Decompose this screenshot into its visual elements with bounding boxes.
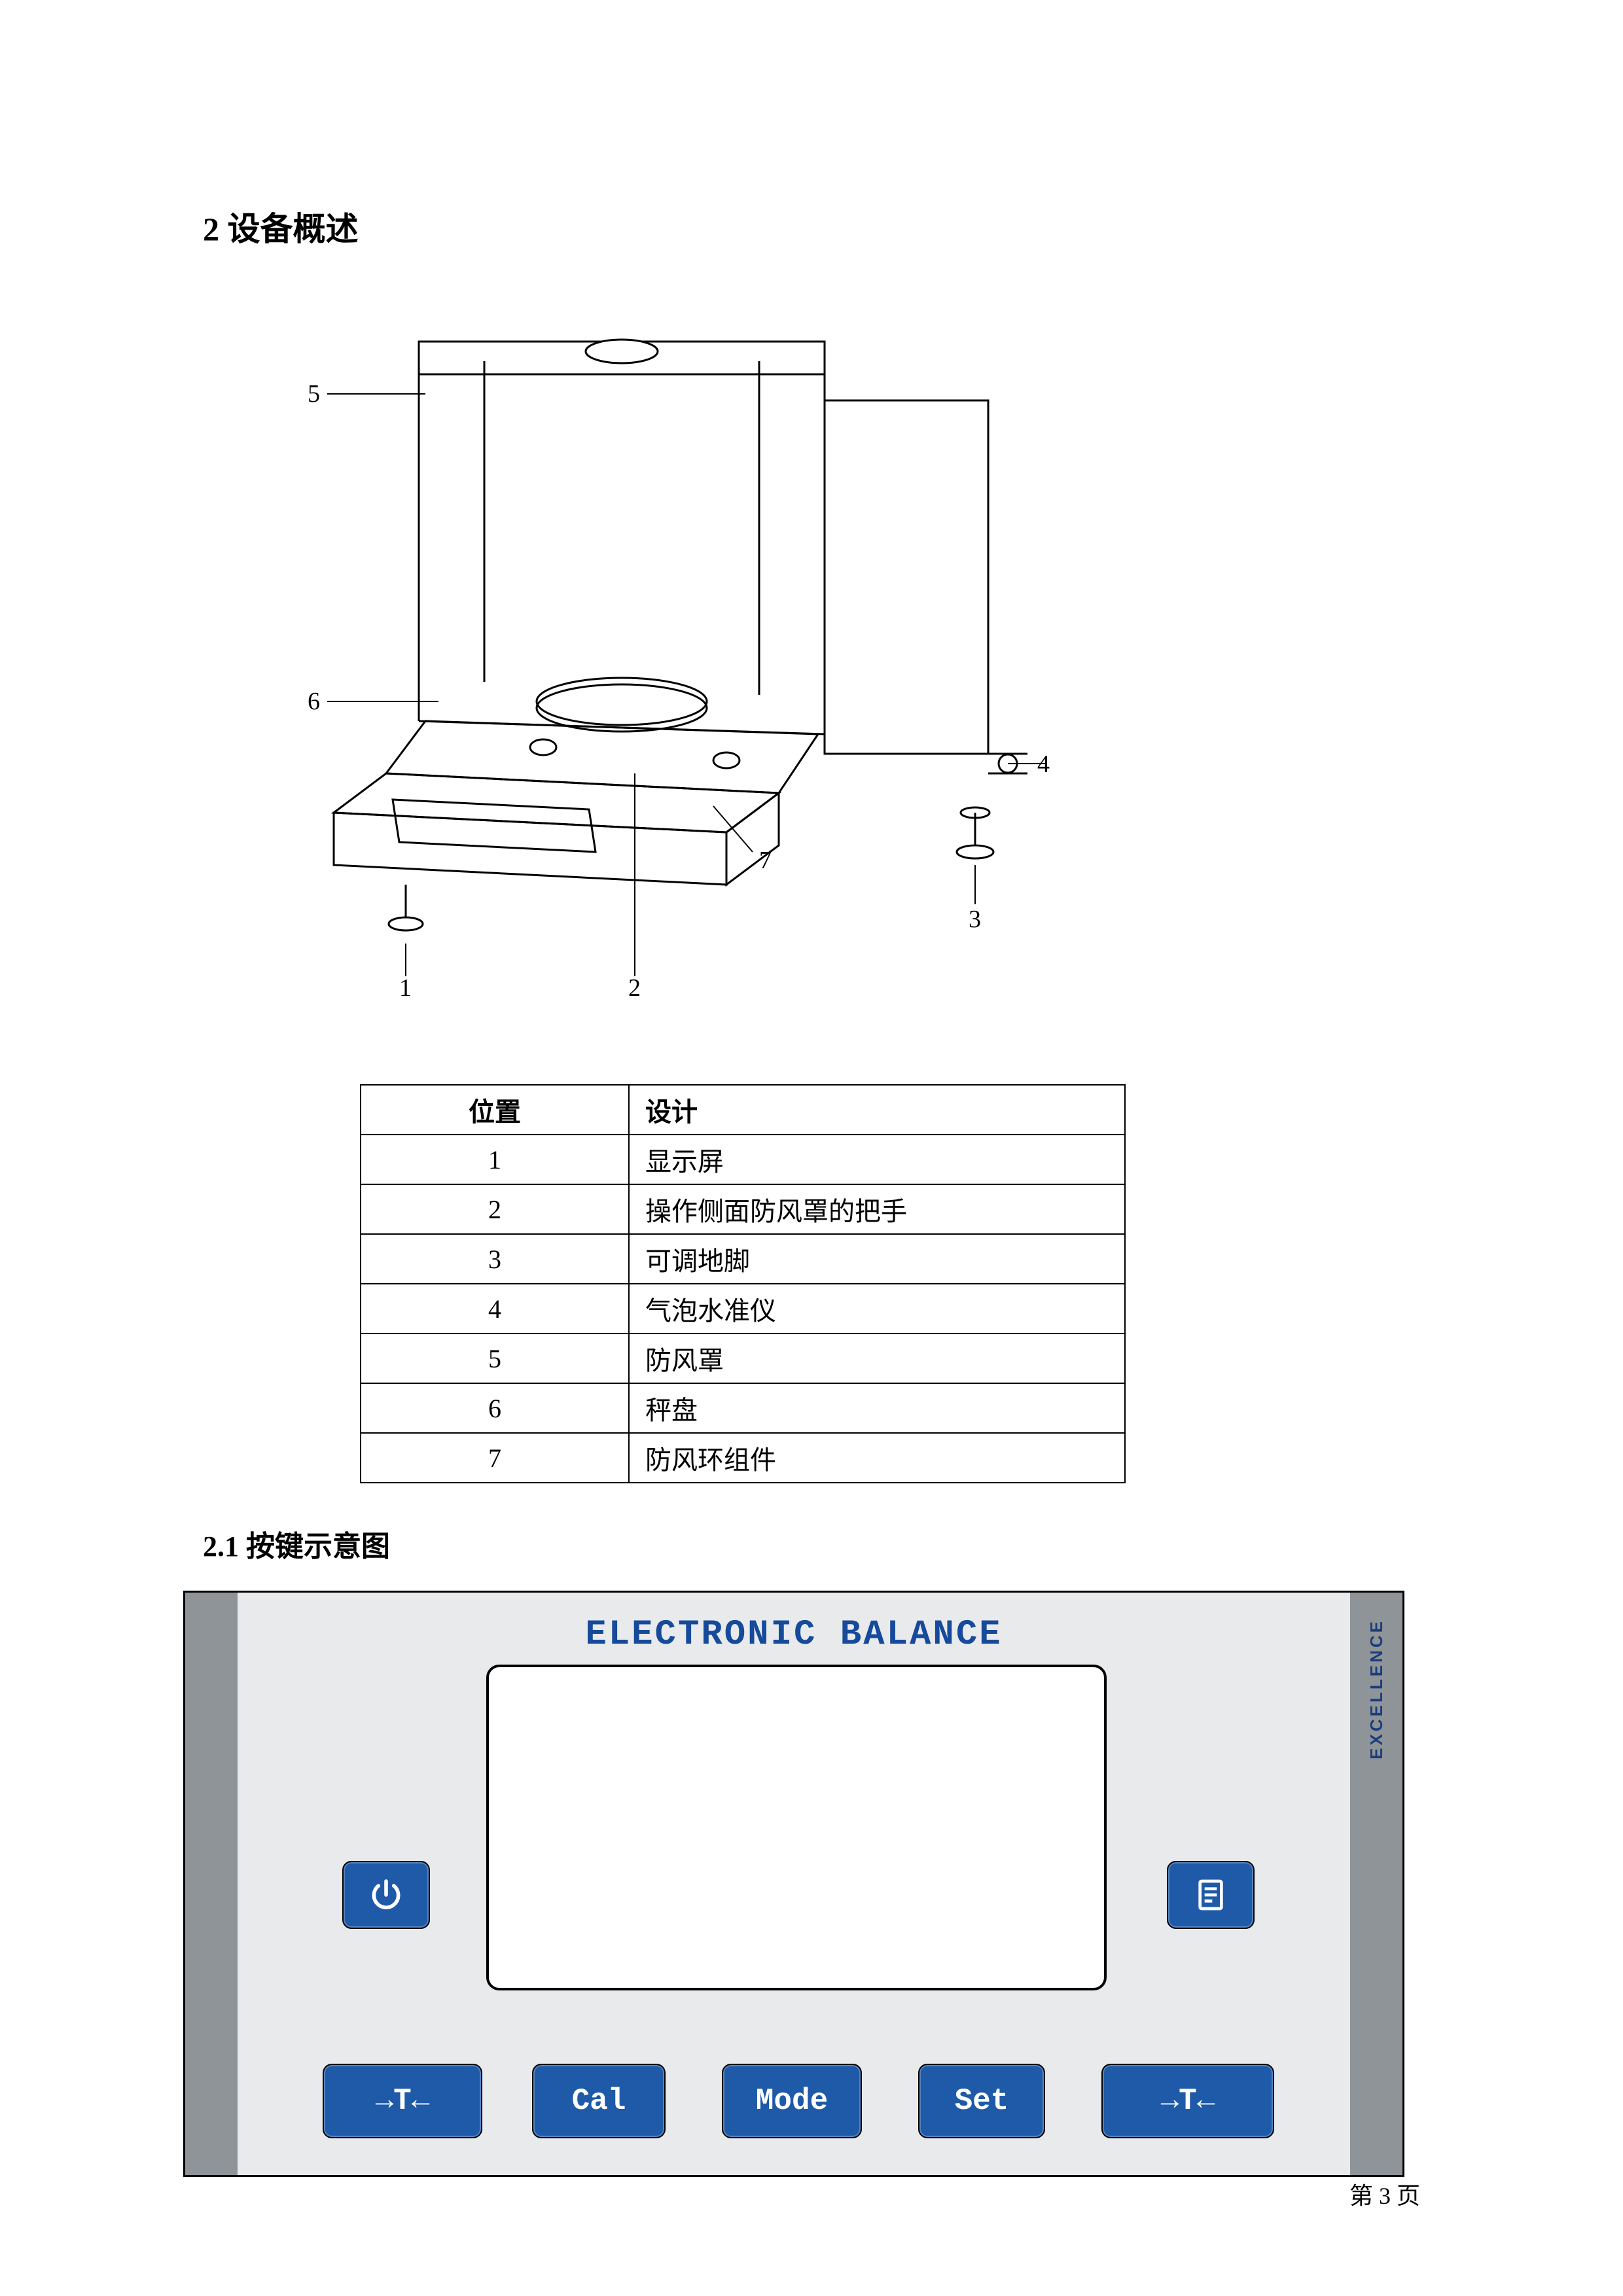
- callout-3: 3: [969, 906, 981, 933]
- panel-left-strip: [185, 1593, 238, 2175]
- panel-right-strip: EXCELLENCE: [1350, 1593, 1402, 2175]
- table-row: 1显示屏: [361, 1135, 1125, 1184]
- power-icon: [368, 1877, 404, 1913]
- device-diagram: 5 6 1 2 7 3 4: [255, 315, 1420, 1006]
- tare-left-button[interactable]: →T←: [323, 2064, 482, 2138]
- mode-button[interactable]: Mode: [722, 2064, 862, 2138]
- table-row: 2操作侧面防风罩的把手: [361, 1184, 1125, 1234]
- callout-2: 2: [628, 974, 641, 1002]
- table-header-row: 位置 设计: [361, 1085, 1125, 1135]
- table-header-pos: 位置: [361, 1085, 629, 1135]
- parts-table: 位置 设计 1显示屏 2操作侧面防风罩的把手 3可调地脚 4气泡水准仪 5防风罩…: [360, 1084, 1126, 1483]
- panel-side-text: EXCELLENCE: [1366, 1619, 1387, 1759]
- callout-6: 6: [308, 688, 320, 715]
- lcd-display: [486, 1665, 1107, 1990]
- cal-button[interactable]: Cal: [532, 2064, 666, 2138]
- table-row: 3可调地脚: [361, 1234, 1125, 1284]
- tare-right-button[interactable]: →T←: [1101, 2064, 1274, 2138]
- table-header-desc: 设计: [629, 1085, 1125, 1135]
- callout-7: 7: [759, 847, 772, 874]
- callout-5: 5: [308, 380, 320, 408]
- set-button[interactable]: Set: [918, 2064, 1045, 2138]
- print-icon: [1192, 1877, 1229, 1913]
- power-button[interactable]: [342, 1861, 430, 1929]
- print-button[interactable]: [1167, 1861, 1255, 1929]
- table-row: 7防风环组件: [361, 1433, 1125, 1483]
- callout-1: 1: [399, 974, 412, 1002]
- table-row: 6秤盘: [361, 1383, 1125, 1433]
- callout-4: 4: [1037, 751, 1050, 778]
- subsection-heading: 2.1 按键示意图: [203, 1523, 1420, 1564]
- table-row: 4气泡水准仪: [361, 1284, 1125, 1333]
- section-heading: 2 设备概述: [203, 203, 1420, 250]
- table-row: 5防风罩: [361, 1333, 1125, 1383]
- panel-title: ELECTRONIC BALANCE: [238, 1615, 1350, 1655]
- keypad-panel: ELECTRONIC BALANCE: [183, 1591, 1404, 2177]
- page-footer: 第 3 页: [1349, 2177, 1420, 2211]
